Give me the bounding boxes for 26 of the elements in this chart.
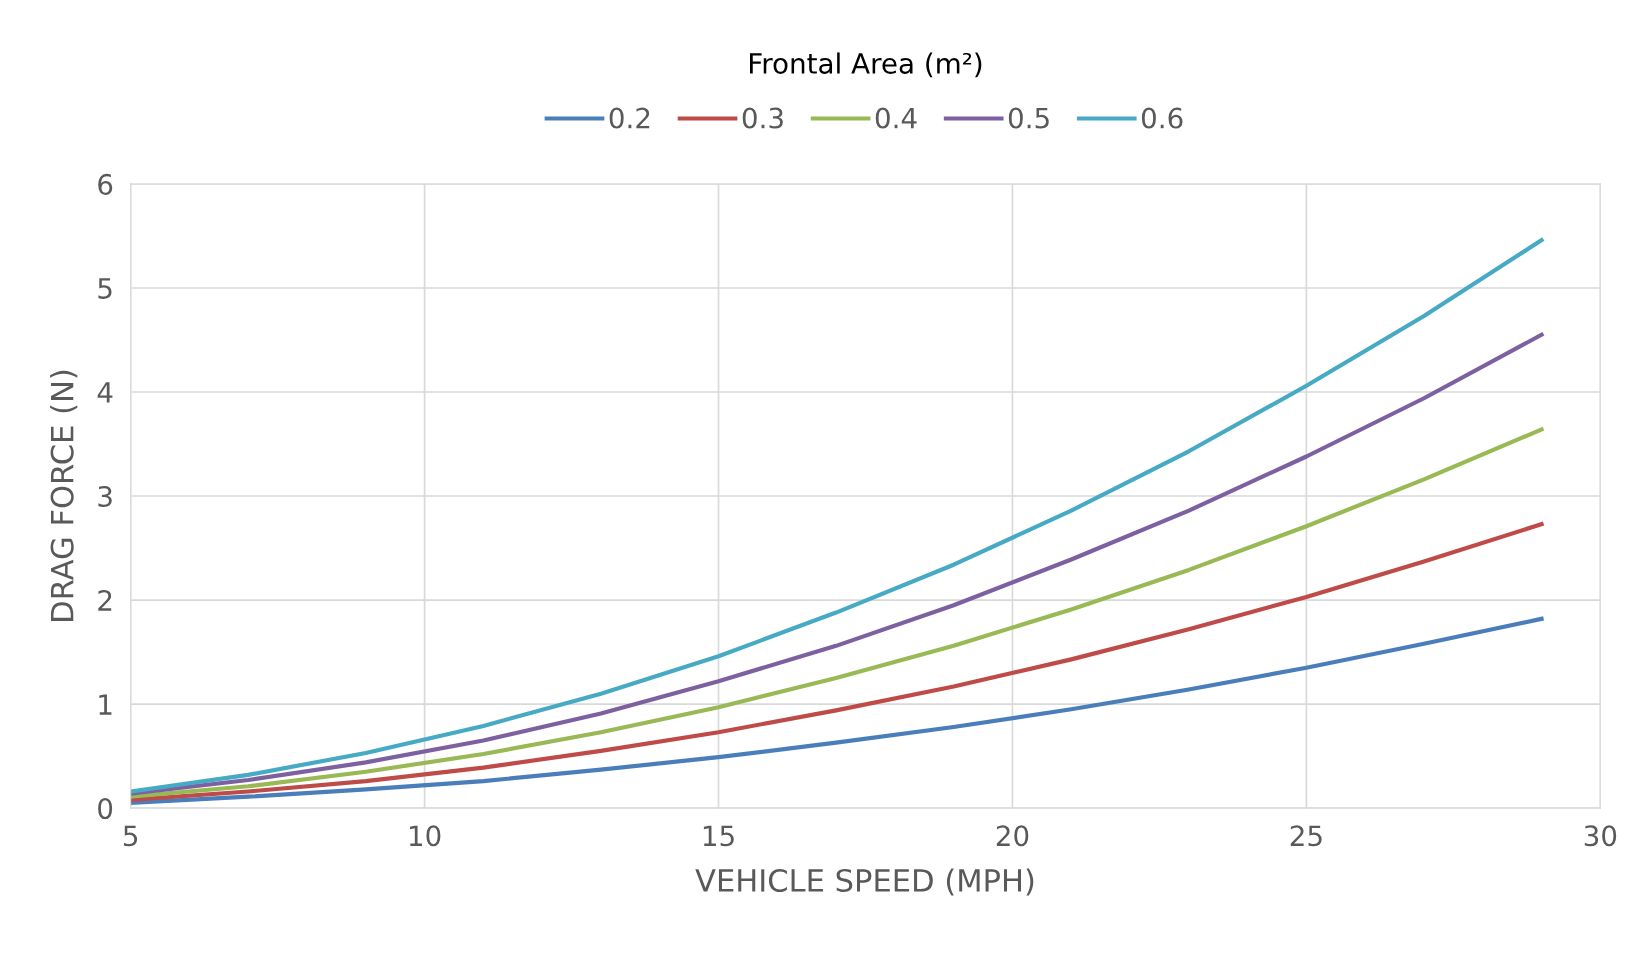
y-tick-label: 3 [98,485,112,507]
legend-label: 0.4 [875,107,917,129]
line-series [130,522,1544,802]
x-tick-label: 25 [1290,825,1322,847]
line-series [130,238,1544,794]
x-tick-label: 15 [703,825,734,847]
x-tick-label: 5 [123,825,138,847]
x-tick-label: 20 [996,825,1029,847]
y-tick-label: 4 [97,382,113,403]
y-tick-label: 0 [98,798,113,820]
legend-label: 0.5 [1008,107,1049,129]
line-series [130,332,1544,796]
y-tick-label: 5 [98,278,112,299]
line-series [130,616,1544,806]
line-series [130,427,1544,799]
x-axis-title: VEHICLE SPEED (MPH) [695,868,1034,896]
legend-title: Frontal Area (m²) [750,52,982,78]
legend-label: 0.3 [742,107,783,129]
y-tick-label: 6 [98,173,113,195]
legend-label: 0.2 [609,107,650,129]
x-tick-label: 10 [409,825,441,847]
y-axis-title: DRAG FORCE (N) [50,370,78,621]
y-tick-label: 1 [99,694,112,715]
x-tick-label: 30 [1584,825,1617,847]
y-tick-label: 2 [98,590,112,611]
legend-label: 0.6 [1141,107,1183,129]
